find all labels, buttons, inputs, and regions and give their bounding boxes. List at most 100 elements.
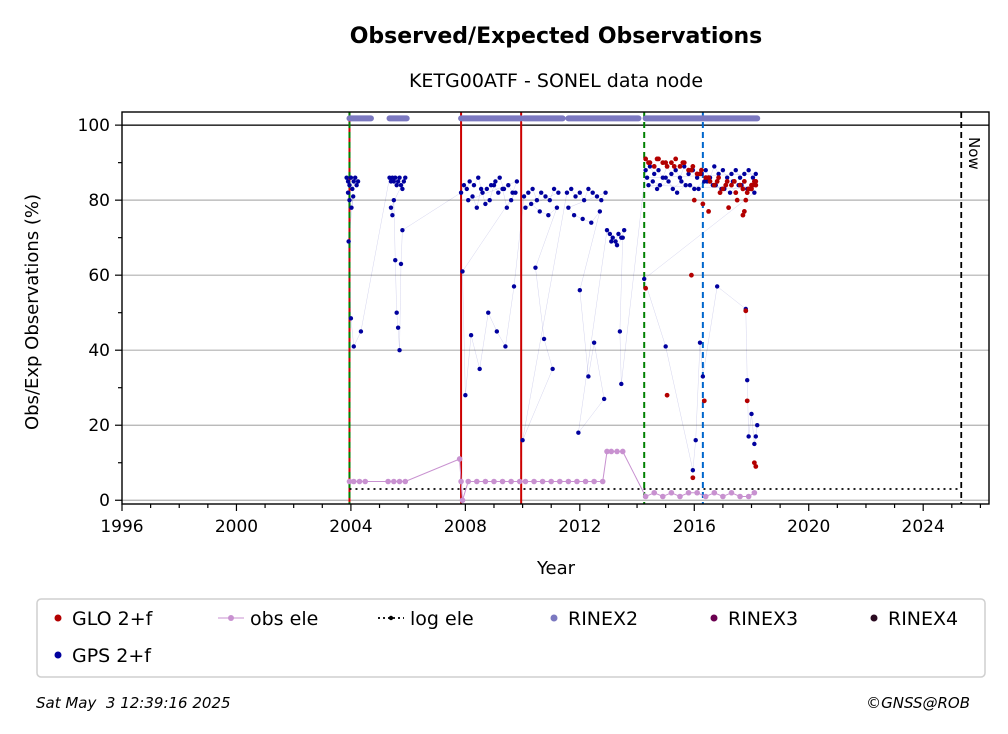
gps-point bbox=[496, 190, 501, 195]
obs-ele-point bbox=[685, 489, 692, 496]
gps-point bbox=[547, 197, 552, 203]
gps-point bbox=[716, 171, 721, 177]
gps-point bbox=[690, 468, 696, 473]
obs-ele-point bbox=[516, 478, 523, 485]
obs-ele-point bbox=[591, 478, 597, 485]
obs-ele-point bbox=[677, 493, 683, 500]
gps-point bbox=[677, 175, 683, 180]
gps-point bbox=[458, 190, 464, 195]
gps-point bbox=[692, 186, 697, 192]
glo-point bbox=[690, 163, 696, 169]
gps-point bbox=[537, 209, 542, 214]
gps-point bbox=[720, 167, 726, 173]
gps-point bbox=[712, 164, 717, 169]
gps-point bbox=[460, 269, 465, 274]
gps-point bbox=[742, 171, 747, 177]
y-tick-label: 40 bbox=[88, 341, 110, 361]
gps-point bbox=[586, 374, 591, 379]
obs-ele-point bbox=[465, 478, 472, 485]
gps-point bbox=[696, 186, 701, 192]
gps-point bbox=[666, 179, 671, 184]
gps-point bbox=[401, 179, 407, 184]
gps-point bbox=[729, 171, 734, 177]
obs-ele-point bbox=[720, 493, 726, 500]
gps-point bbox=[654, 186, 660, 192]
legend-marker bbox=[388, 615, 394, 621]
x-tick-label: 2016 bbox=[673, 517, 716, 537]
gps-point bbox=[607, 231, 613, 237]
gps-point bbox=[351, 179, 356, 184]
obs-ele-point bbox=[556, 478, 563, 485]
glo-point bbox=[717, 190, 723, 196]
gps-point bbox=[347, 197, 352, 203]
gps-point bbox=[464, 186, 469, 192]
gps-point bbox=[494, 329, 500, 334]
gps-point bbox=[398, 261, 404, 267]
chart-subtitle: KETG00ATF - SONEL data node bbox=[409, 70, 703, 92]
gps-point bbox=[398, 182, 404, 188]
gps-point bbox=[687, 182, 693, 188]
obs-ele-point bbox=[745, 493, 752, 500]
gps-point bbox=[521, 194, 527, 199]
gps-point bbox=[591, 340, 597, 345]
glo-point bbox=[733, 190, 739, 196]
glo-point bbox=[743, 197, 749, 203]
glo-point bbox=[724, 178, 730, 184]
glo-point bbox=[716, 175, 721, 181]
gps-point bbox=[541, 336, 547, 342]
gps-point bbox=[474, 205, 480, 210]
glo-point bbox=[700, 201, 706, 207]
glo-point bbox=[749, 186, 754, 192]
obs-ele-point bbox=[751, 489, 758, 496]
gps-point bbox=[487, 197, 492, 203]
gps-point bbox=[746, 167, 751, 173]
glo-point bbox=[689, 272, 694, 278]
obs-ele-point bbox=[582, 478, 589, 485]
obs-ele-point bbox=[531, 478, 537, 485]
plot-area: Now 1996 2000 2004 2008 2012 2016 2020 2024 0 20 40… bbox=[78, 111, 990, 537]
obs-ele-point bbox=[574, 478, 580, 485]
gps-point bbox=[520, 438, 525, 443]
gps-point bbox=[523, 205, 528, 210]
glo-point bbox=[707, 178, 713, 184]
gps-point bbox=[491, 182, 497, 188]
gps-point bbox=[347, 182, 352, 188]
gps-point bbox=[752, 190, 757, 195]
gps-point bbox=[393, 175, 398, 180]
obs-ele-point bbox=[522, 478, 529, 485]
obs-ele-point bbox=[456, 456, 463, 462]
gps-point bbox=[724, 175, 730, 180]
glo-point bbox=[691, 197, 697, 203]
footer-timestamp: Sat May 3 12:39:16 2025 bbox=[36, 694, 231, 712]
legend-label: RINEX4 bbox=[888, 608, 958, 630]
gps-point bbox=[480, 190, 485, 195]
gps-point bbox=[348, 175, 354, 180]
gps-point bbox=[733, 167, 738, 173]
gps-point bbox=[394, 310, 399, 315]
x-tick-label: 2008 bbox=[444, 517, 487, 537]
glo-point bbox=[643, 156, 649, 162]
gps-point bbox=[348, 316, 354, 321]
gps-point bbox=[657, 182, 663, 188]
legend-label: GPS 2+f bbox=[72, 645, 152, 667]
legend-label: RINEX2 bbox=[568, 608, 638, 630]
legend-marker bbox=[710, 614, 718, 622]
obs-ele-point bbox=[619, 448, 626, 455]
gps-point bbox=[483, 201, 488, 207]
glo-point bbox=[663, 160, 669, 166]
legend-marker bbox=[228, 615, 234, 621]
gps-point bbox=[476, 175, 481, 180]
gps-point bbox=[346, 239, 351, 244]
gps-point bbox=[554, 205, 560, 210]
y-tick-label: 20 bbox=[88, 416, 110, 436]
gps-point bbox=[702, 179, 707, 184]
gps-point bbox=[345, 179, 351, 184]
gps-point bbox=[642, 276, 647, 282]
y-tick-label: 100 bbox=[78, 116, 110, 136]
gps-point bbox=[650, 179, 655, 184]
obs-ele-point bbox=[402, 478, 409, 485]
glo-point bbox=[643, 285, 649, 291]
glo-point bbox=[741, 209, 747, 214]
gps-point bbox=[586, 186, 591, 192]
gps-point bbox=[566, 205, 571, 210]
